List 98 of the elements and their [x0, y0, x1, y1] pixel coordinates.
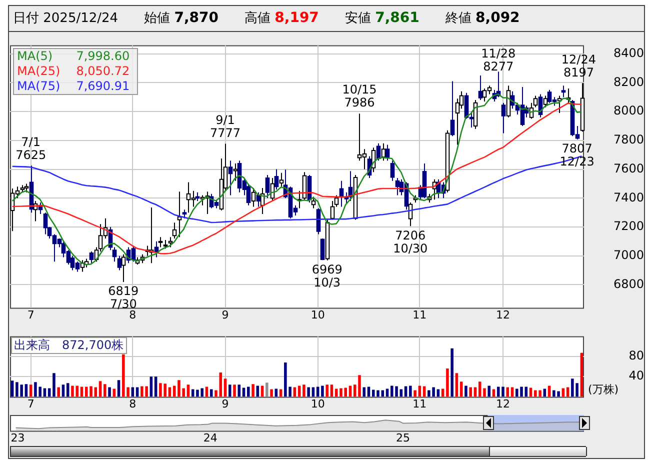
y-tick-label: 8400: [613, 46, 644, 60]
candlestick: [478, 75, 483, 101]
bar: [464, 386, 468, 397]
bar: [57, 387, 60, 397]
candlestick: [117, 255, 122, 271]
text: MA(5): [17, 49, 54, 64]
x-tick-label: 10: [310, 397, 325, 410]
y-tick-label: 7400: [613, 190, 644, 204]
candlestick: [311, 196, 316, 209]
annotation: 7,998.60: [75, 49, 131, 64]
candlestick: [265, 174, 270, 199]
chart-title: 日付 2025/12/24: [13, 11, 118, 26]
annotation: 出来高 872,700株: [11, 337, 127, 354]
text: MA(75): [17, 79, 62, 94]
bar: [450, 348, 454, 397]
candlestick: [251, 188, 256, 208]
annotation: 9/1 7777: [210, 112, 241, 140]
y-tick-label: 7000: [613, 248, 644, 262]
candlestick: [320, 238, 325, 261]
bar: [488, 386, 490, 397]
y-tick-label: 6800: [613, 276, 644, 291]
annotation: 11/28 8277: [481, 46, 516, 74]
candlestick: [381, 142, 386, 162]
bar: [52, 373, 56, 397]
candlestick: [177, 191, 182, 238]
candlestick: [228, 160, 233, 196]
candlestick: [43, 212, 48, 235]
candlestick: [561, 85, 566, 98]
candlestick: [390, 160, 395, 182]
text: 安値 7,861: [344, 10, 420, 26]
bar: [446, 368, 449, 397]
bar: [238, 384, 241, 397]
bar: [233, 384, 236, 397]
y-axis-title: (万株): [588, 383, 619, 396]
candlestick: [395, 177, 400, 196]
y-tick-label: 7200: [613, 219, 644, 234]
candlestick: [385, 144, 390, 162]
candlestick: [121, 254, 126, 282]
candlestick: [450, 80, 455, 137]
x-tick-label: 24: [203, 431, 218, 444]
annotation: 8,050.72: [75, 64, 131, 80]
bar: [270, 389, 273, 397]
bar: [252, 384, 254, 397]
bar: [409, 386, 412, 397]
x-tick-label: 25: [396, 431, 410, 444]
x-tick-label: 8: [129, 397, 136, 410]
y-tick-label: 8200: [613, 74, 644, 89]
bar: [247, 386, 250, 397]
candlestick: [158, 236, 163, 248]
annotation: 10/15 7986: [342, 82, 377, 110]
text: 高値 8,197: [244, 10, 319, 26]
annotation: 6969 10/3: [312, 262, 342, 290]
candlestick: [543, 95, 548, 108]
candlestick: [172, 222, 177, 240]
annotation: 7206 10/30: [393, 228, 428, 256]
y-tick-label: 7600: [613, 161, 644, 176]
x-tick-label: 9: [222, 397, 229, 410]
candlestick: [154, 240, 159, 258]
bar: [414, 390, 416, 397]
bar: [307, 387, 310, 397]
bar: [362, 387, 366, 397]
x-tick-label: 9: [222, 308, 229, 322]
x-tick-label: 12: [496, 308, 510, 322]
bar: [266, 382, 268, 397]
bar: [302, 384, 306, 397]
bar: [66, 383, 70, 397]
y-tick-label: 40: [628, 368, 644, 383]
candlestick: [279, 172, 284, 188]
y-tick-label: 7800: [613, 132, 644, 147]
annotation: 7,690.91: [75, 79, 131, 94]
x-tick-label: 12: [496, 397, 510, 410]
text: 始値 7,870: [144, 10, 218, 26]
bar: [326, 384, 328, 397]
candlestick: [501, 102, 506, 134]
annotation: 7/1 7625: [16, 134, 46, 162]
bar: [469, 387, 472, 397]
bar: [321, 386, 324, 397]
y-tick-label: 80: [628, 348, 644, 363]
text: MA(25): [17, 64, 62, 80]
candlestick: [557, 95, 562, 114]
x-tick-label: 7: [27, 308, 34, 322]
x-tick-label: 11: [412, 308, 427, 322]
x-tick-label: 23: [10, 431, 25, 444]
bar: [108, 387, 111, 397]
candlestick: [246, 183, 251, 206]
candlestick: [89, 251, 94, 264]
x-tick-label: 7: [27, 397, 34, 410]
bar: [210, 389, 213, 397]
bar: [506, 387, 510, 397]
candlestick: [274, 168, 279, 190]
text: 終値 8,092: [445, 10, 520, 26]
candlestick: [168, 236, 173, 248]
x-tick-label: 11: [412, 397, 427, 410]
bar: [228, 384, 232, 397]
x-tick-label: 10: [310, 308, 325, 322]
y-tick-label: 8000: [613, 104, 644, 118]
bar: [483, 388, 486, 397]
bar: [104, 384, 106, 397]
